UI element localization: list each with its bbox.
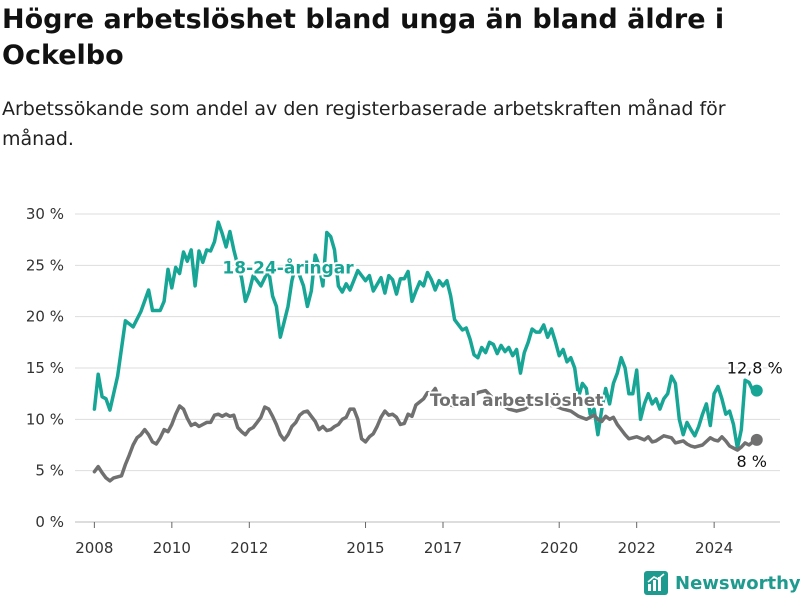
end-value-total: 8 % [737,452,767,471]
y-tick-label: 10 % [26,410,64,428]
y-tick-label: 30 % [26,205,64,223]
series-end-point [750,433,763,446]
x-tick-label: 2010 [153,539,191,557]
end-value-youth: 12,8 % [727,359,783,378]
y-tick-label: 25 % [26,256,64,274]
series-end-point [750,384,763,397]
brand-logo: Newsworthy [644,570,800,596]
chart-title: Högre arbetslöshet bland unga än bland ä… [2,4,725,71]
x-tick-label: 2024 [695,539,733,557]
y-tick-label: 5 % [35,462,64,480]
x-tick-label: 2020 [540,539,578,557]
series-line [92,220,759,450]
y-tick-label: 15 % [26,359,64,377]
x-tick-label: 2012 [230,539,268,557]
series-label-youth: 18-24-åringar [222,257,354,279]
chart-subtitle: Arbetssökande som andel av den registerb… [2,98,726,150]
newsworthy-logo-icon [644,571,668,595]
x-tick-label: 2008 [75,539,113,557]
brand-name: Newsworthy [675,572,800,594]
series-line [92,386,759,483]
x-tick-label: 2015 [346,539,384,557]
y-tick-label: 20 % [26,308,64,326]
x-tick-label: 2022 [618,539,656,557]
series-label-total: Total arbetslöshet [430,391,604,411]
x-tick-label: 2017 [424,539,462,557]
y-tick-label: 0 % [35,513,64,531]
